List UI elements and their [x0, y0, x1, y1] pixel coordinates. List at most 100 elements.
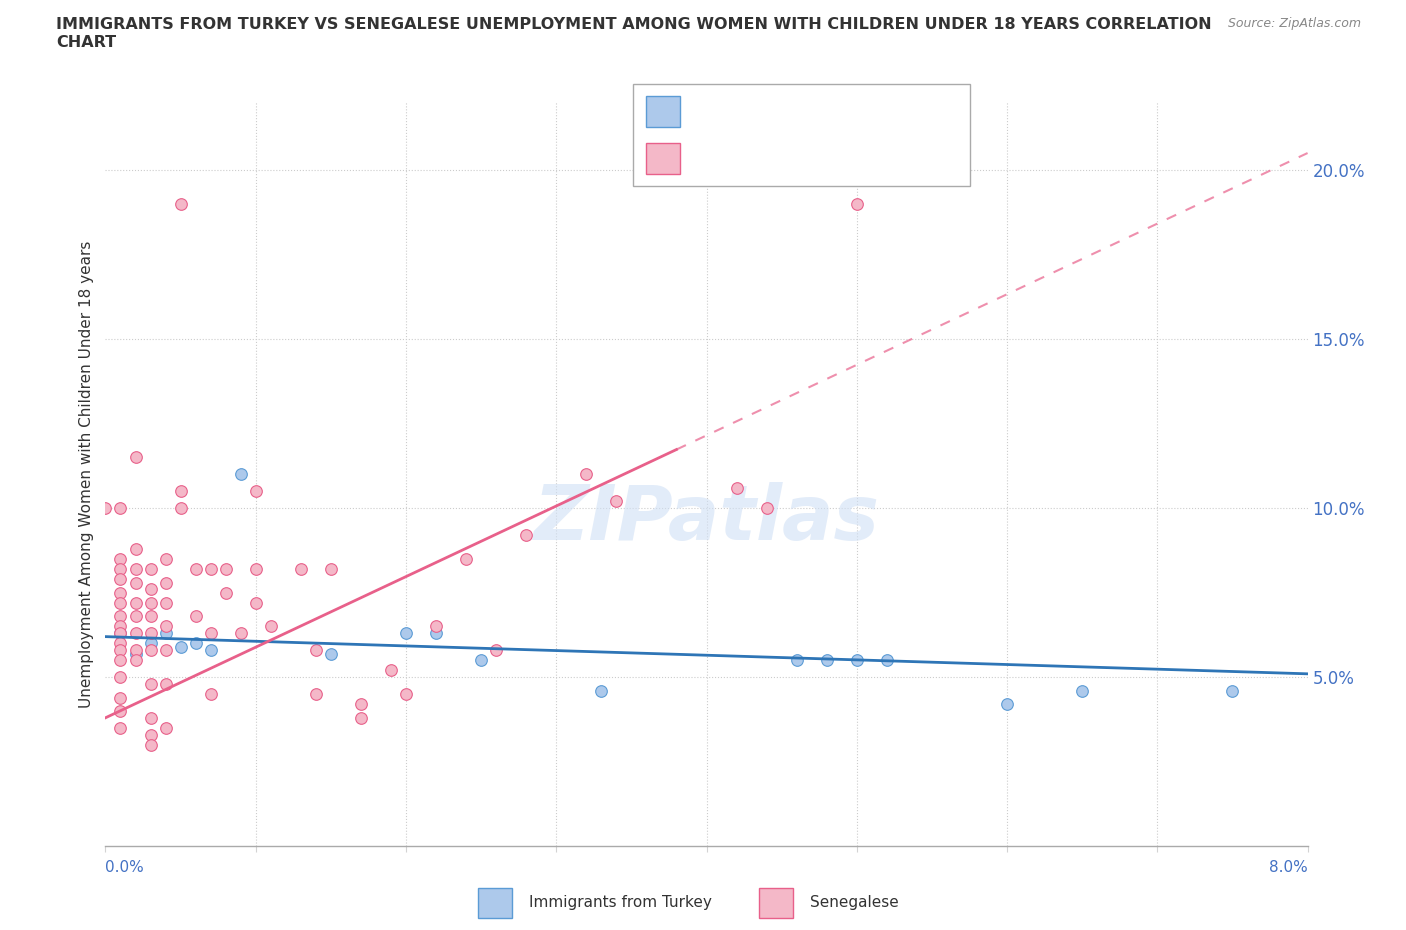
Point: [110, 626, 132, 641]
Point: [155, 626, 177, 641]
Point: [305, 686, 328, 701]
Point: [290, 562, 312, 577]
Point: [110, 690, 132, 705]
Point: [155, 551, 177, 566]
Point: [319, 562, 342, 577]
Point: [110, 609, 132, 624]
Point: [139, 609, 162, 624]
Point: [725, 481, 748, 496]
Text: 0.498: 0.498: [754, 151, 803, 166]
Point: [155, 575, 177, 590]
Point: [200, 562, 222, 577]
Point: [214, 585, 236, 600]
Point: [124, 626, 146, 641]
Point: [139, 727, 162, 742]
Text: R =: R =: [693, 151, 731, 166]
Text: -0.094: -0.094: [754, 104, 808, 119]
Point: [786, 653, 808, 668]
Text: CHART: CHART: [56, 35, 117, 50]
Point: [184, 636, 207, 651]
Text: N = 51: N = 51: [842, 151, 898, 166]
Point: [110, 643, 132, 658]
Point: [139, 737, 162, 752]
Point: [139, 643, 162, 658]
Point: [110, 626, 132, 641]
Point: [425, 626, 447, 641]
Point: [815, 653, 838, 668]
Point: [124, 643, 146, 658]
Point: [110, 595, 132, 610]
Point: [876, 653, 898, 668]
Point: [139, 595, 162, 610]
Point: [110, 562, 132, 577]
Point: [124, 595, 146, 610]
Text: IMMIGRANTS FROM TURKEY VS SENEGALESE UNEMPLOYMENT AMONG WOMEN WITH CHILDREN UNDE: IMMIGRANTS FROM TURKEY VS SENEGALESE UNE…: [56, 17, 1212, 32]
Point: [169, 484, 191, 498]
Point: [305, 643, 328, 658]
Point: [1222, 684, 1244, 698]
Point: [845, 196, 868, 211]
Point: [169, 196, 191, 211]
Point: [184, 609, 207, 624]
Point: [110, 585, 132, 600]
Point: [94, 500, 117, 515]
Point: [380, 663, 402, 678]
Point: [591, 684, 613, 698]
Bar: [647, 143, 681, 174]
Point: [245, 595, 267, 610]
Point: [755, 500, 778, 515]
Text: R =: R =: [693, 104, 727, 119]
Point: [169, 500, 191, 515]
Bar: [478, 888, 512, 919]
Text: Senegalese: Senegalese: [810, 895, 898, 910]
Text: 8.0%: 8.0%: [1268, 860, 1308, 875]
Point: [245, 562, 267, 577]
Point: [110, 636, 132, 651]
Point: [110, 572, 132, 587]
Point: [229, 467, 252, 482]
Point: [350, 711, 373, 725]
Point: [515, 527, 537, 542]
Point: [350, 697, 373, 711]
Point: [155, 619, 177, 634]
Point: [139, 562, 162, 577]
Bar: [759, 888, 793, 919]
Point: [124, 541, 146, 556]
Point: [139, 626, 162, 641]
Point: [110, 653, 132, 668]
Point: [110, 500, 132, 515]
Point: [124, 450, 146, 465]
Point: [124, 653, 146, 668]
Point: [139, 676, 162, 691]
Point: [995, 697, 1018, 711]
Text: N = 15: N = 15: [842, 104, 898, 119]
Point: [395, 626, 418, 641]
Text: Source: ZipAtlas.com: Source: ZipAtlas.com: [1227, 17, 1361, 30]
Point: [124, 575, 146, 590]
Point: [124, 609, 146, 624]
Point: [110, 619, 132, 634]
Point: [139, 582, 162, 597]
Bar: [647, 96, 681, 126]
Point: [425, 619, 447, 634]
Point: [245, 484, 267, 498]
Point: [1071, 684, 1094, 698]
Point: [575, 467, 598, 482]
Point: [155, 595, 177, 610]
Point: [229, 626, 252, 641]
FancyBboxPatch shape: [633, 84, 970, 186]
Point: [184, 562, 207, 577]
Text: Immigrants from Turkey: Immigrants from Turkey: [529, 895, 711, 910]
Point: [155, 676, 177, 691]
Point: [139, 711, 162, 725]
Point: [124, 646, 146, 661]
Text: ZIPatlas: ZIPatlas: [533, 482, 880, 556]
Point: [470, 653, 492, 668]
Point: [845, 653, 868, 668]
Point: [200, 686, 222, 701]
Point: [155, 721, 177, 736]
Point: [319, 646, 342, 661]
Point: [665, 128, 688, 143]
Point: [395, 686, 418, 701]
Point: [169, 639, 191, 654]
